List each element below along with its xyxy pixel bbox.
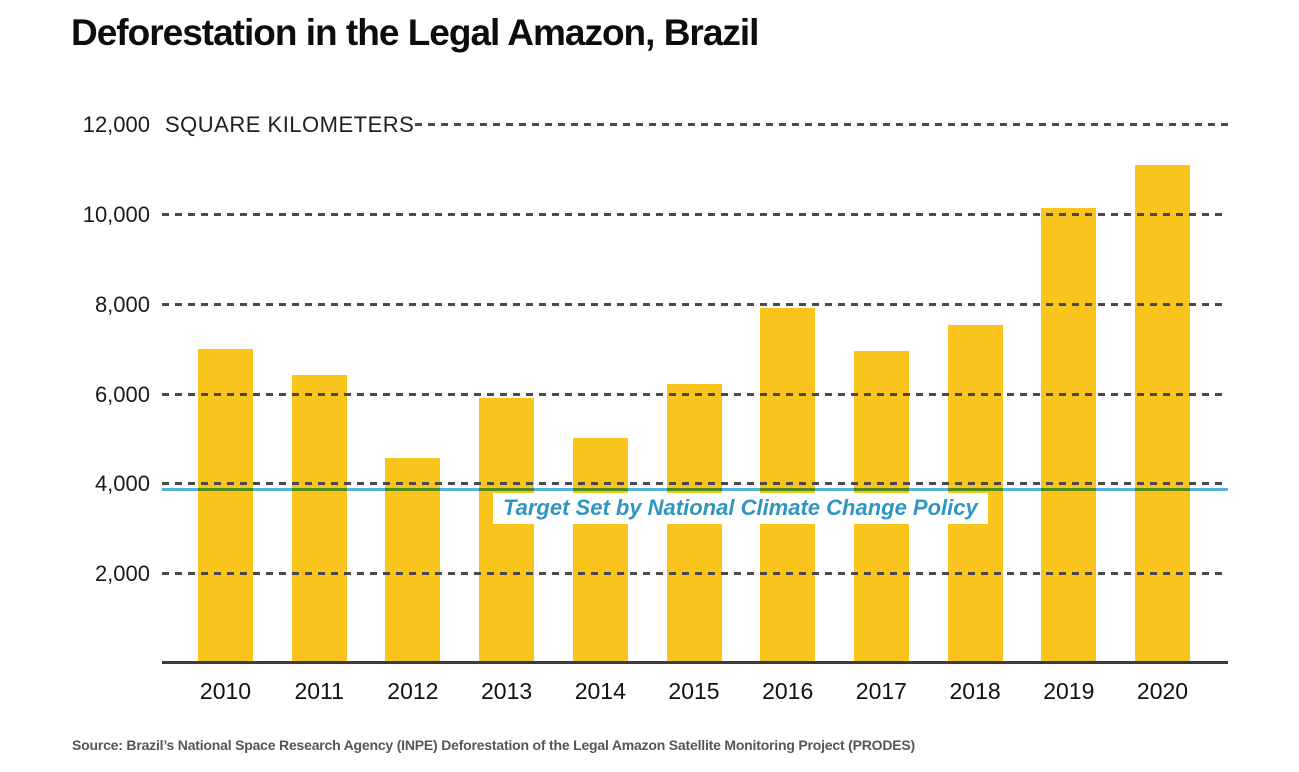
plot-area: SQUARE KILOMETERS Target Set by National…	[162, 112, 1228, 664]
bar-2016	[760, 308, 816, 663]
y-tick-label: 2,000	[94, 561, 150, 587]
x-tick-label-2016: 2016	[762, 678, 814, 704]
y-tick-label: 6,000	[94, 381, 150, 407]
source-note: Source: Brazil’s National Space Research…	[72, 737, 915, 753]
target-policy-label: Target Set by National Climate Change Po…	[493, 492, 988, 524]
chart-title: Deforestation in the Legal Amazon, Brazi…	[71, 12, 759, 53]
x-tick-label-2010: 2010	[199, 678, 252, 704]
bar-2010	[198, 348, 253, 663]
x-tick-label-2018: 2018	[949, 678, 1001, 704]
gridline-2000	[162, 572, 1228, 576]
y-tick-label: 10,000	[82, 201, 150, 227]
y-tick-label: 4,000	[94, 471, 150, 497]
x-tick-label-2017: 2017	[855, 678, 907, 704]
gridline-10000	[162, 212, 1228, 216]
x-tick-label-2019: 2019	[1043, 678, 1095, 704]
target-policy-line	[162, 487, 1228, 491]
bar-2013	[479, 398, 535, 663]
y-tick-label: 8,000	[94, 291, 150, 317]
bar-2011	[291, 374, 347, 663]
gridline-12000	[402, 123, 1228, 126]
y-axis-unit-label: SQUARE KILOMETERS	[165, 112, 415, 138]
bar-2014	[572, 437, 628, 663]
x-tick-label-2013: 2013	[481, 678, 533, 704]
x-tick-label-2020: 2020	[1136, 678, 1189, 704]
x-axis-line	[162, 661, 1228, 664]
y-tick-label: 12,000	[82, 112, 150, 137]
gridline-8000	[162, 302, 1228, 306]
gridline-6000	[162, 392, 1228, 396]
x-tick-label-2015: 2015	[668, 678, 720, 704]
x-tick-label-2012: 2012	[387, 678, 439, 704]
gridline-4000	[162, 482, 1228, 486]
bar-2019	[1041, 208, 1097, 663]
bar-2020	[1135, 164, 1190, 663]
x-tick-label-2011: 2011	[294, 678, 344, 704]
x-tick-label-2014: 2014	[574, 678, 626, 704]
bar-2012	[385, 457, 441, 663]
